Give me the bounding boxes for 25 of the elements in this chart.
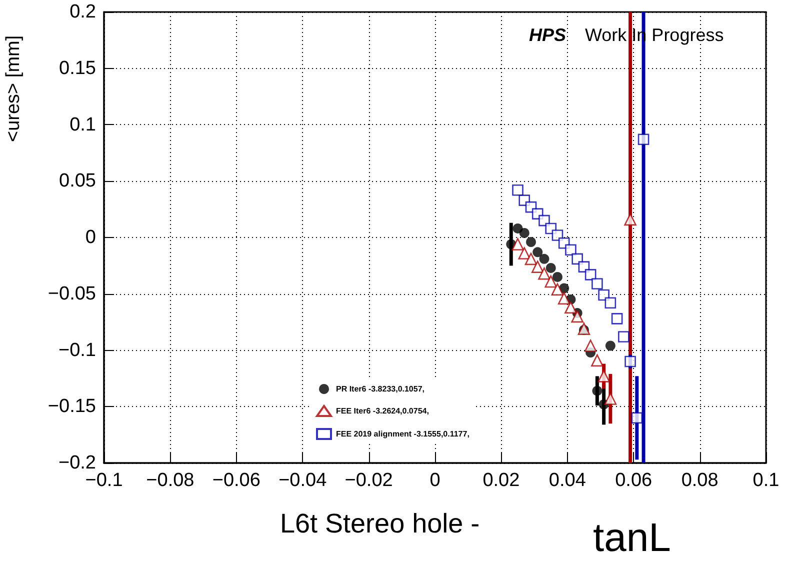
x-tick-label: 0.06 [615, 470, 652, 491]
legend-label: FEE Iter6 -3.2624,0.0754, [336, 406, 429, 416]
x-tick-label: 0.1 [752, 470, 780, 491]
x-tick-label: −0.04 [278, 470, 328, 491]
y-tick-label: −0.05 [48, 283, 96, 304]
x-tick-label: −0.06 [212, 470, 260, 491]
legend-label: PR Iter6 -3.8233,0.1057, [336, 384, 425, 394]
y-tick-label: 0.2 [70, 2, 96, 22]
y-tick-label: −0.15 [48, 396, 96, 418]
x-axis-title: L6t Stereo hole - [280, 508, 480, 538]
y-tick-label: −0.1 [58, 340, 96, 361]
y-tick-label: 0 [85, 227, 96, 248]
x-tick-label: 0.04 [548, 470, 586, 491]
y-tick-label: 0.05 [59, 170, 96, 192]
y-tick-label: 0.15 [59, 58, 96, 79]
x-tick-label: 0.02 [482, 470, 520, 491]
x-tick-label: 0.08 [681, 470, 718, 491]
y-tick-label: 0.1 [70, 114, 96, 136]
y-axis-title: <ures> [mm] [3, 35, 24, 142]
x-tick-label: −0.08 [146, 470, 194, 491]
annotation: HPS [529, 25, 566, 46]
x-tick-label: −0.02 [344, 470, 393, 491]
x-tick-label: 0 [430, 470, 440, 491]
legend-label: FEE 2019 alignment -3.1555,0.1177, [336, 430, 470, 438]
text: tanL [593, 516, 671, 561]
